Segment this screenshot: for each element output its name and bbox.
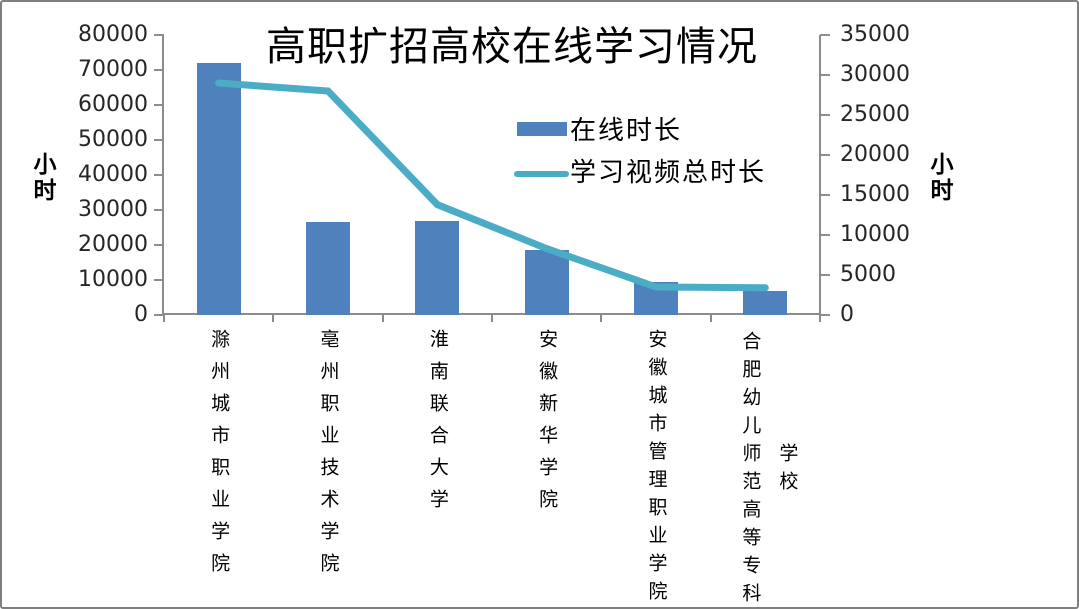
y-axis-left-tick-label: 20000 (78, 232, 148, 257)
x-axis-tick (709, 315, 712, 322)
right-axis-line (819, 35, 821, 315)
y-axis-right-tick-label: 10000 (840, 222, 910, 247)
y-axis-left-tick (154, 314, 164, 316)
y-axis-right-tick (820, 154, 830, 156)
bar-合肥幼儿师范高等专科学校 (743, 290, 788, 315)
y-axis-right-tick (820, 34, 830, 36)
y-axis-left-tick (154, 209, 164, 211)
bar-滁州城市职业学院 (196, 63, 241, 315)
x-axis-label: 滁州城市职业学院 (208, 329, 230, 585)
legend-line-label: 学习视频总时长 (570, 158, 767, 187)
bar-淮南联合大学 (415, 220, 460, 315)
y-axis-left-tick (154, 69, 164, 71)
y-axis-left-tick (154, 139, 164, 141)
y-axis-left-tick (154, 244, 164, 246)
y-axis-right-tick-label: 30000 (840, 62, 910, 87)
x-axis-label: 安徽新华学院 (536, 329, 558, 521)
y-axis-left-tick-label: 30000 (78, 197, 148, 222)
x-axis-label: 合肥幼儿师范高等专科学校 (739, 331, 798, 609)
y-axis-right-tick-label: 15000 (840, 182, 910, 207)
x-axis-label: 安徽城市管理职业学院 (645, 329, 667, 609)
legend-bar-label: 在线时长 (570, 116, 683, 145)
y-axis-right-tick (820, 194, 830, 196)
y-axis-right-tick-label: 25000 (840, 102, 910, 127)
y-axis-right-tick-label: 5000 (840, 262, 896, 287)
y-axis-left-tick-label: 70000 (78, 57, 148, 82)
x-axis-tick (272, 315, 275, 322)
y-axis-left-tick-label: 60000 (78, 92, 148, 117)
right-axis-title: 小时 (930, 152, 954, 203)
y-axis-right-tick (820, 314, 830, 316)
line-series (215, 79, 769, 292)
bar-亳州职业技术学院 (306, 222, 350, 315)
y-axis-right-tick (820, 274, 830, 276)
plot-area (164, 35, 820, 315)
x-axis-tick (600, 315, 603, 322)
legend-bar-swatch (517, 122, 567, 136)
x-axis-label: 亳州职业技术学院 (317, 329, 339, 585)
y-axis-left-tick-label: 0 (134, 302, 148, 327)
y-axis-right-tick (820, 74, 830, 76)
y-axis-left-tick (154, 279, 164, 281)
y-axis-left-tick-label: 50000 (78, 127, 148, 152)
y-axis-left-tick-label: 80000 (78, 22, 148, 47)
y-axis-left-tick (154, 34, 164, 36)
y-axis-right-tick-label: 0 (840, 302, 854, 327)
x-axis-tick (163, 315, 165, 322)
y-axis-left-tick (154, 174, 164, 176)
y-axis-right-tick (820, 114, 830, 116)
y-axis-right-tick-label: 35000 (840, 22, 910, 47)
y-axis-right-tick (820, 234, 830, 236)
bar-安徽新华学院 (524, 250, 569, 315)
x-axis-tick (491, 315, 493, 322)
chart-title: 高职扩招高校在线学习情况 (266, 24, 758, 69)
left-axis-title: 小时 (33, 152, 57, 203)
line-path (215, 79, 769, 292)
y-axis-right-tick-label: 20000 (840, 142, 910, 167)
y-axis-left-tick-label: 40000 (78, 162, 148, 187)
x-axis-line (162, 313, 821, 315)
x-axis-label: 淮南联合大学 (426, 329, 448, 521)
y-axis-left-tick-label: 10000 (78, 267, 148, 292)
legend-line-swatch (514, 171, 569, 177)
y-axis-left-tick (154, 104, 164, 106)
x-axis-tick (381, 315, 384, 322)
x-axis-tick (819, 315, 821, 322)
